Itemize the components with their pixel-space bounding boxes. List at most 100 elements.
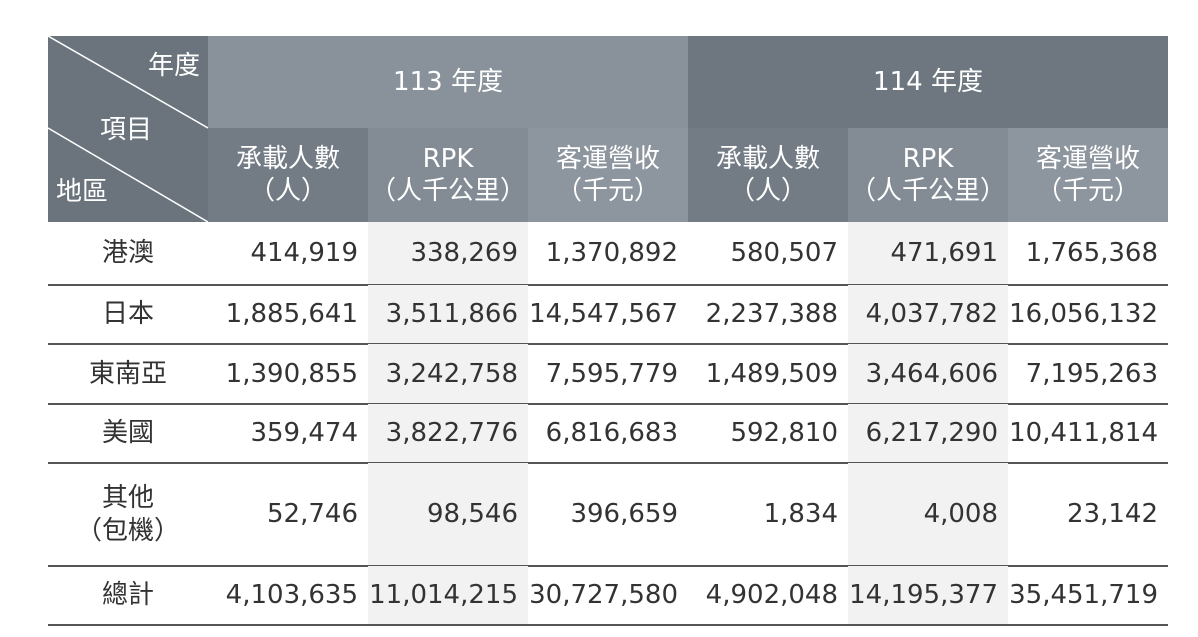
value-text: 1,370,892	[545, 238, 678, 269]
value-text: 6,217,290	[865, 418, 998, 449]
corner-diagonals	[48, 36, 208, 222]
row-divider	[48, 343, 1168, 345]
metric-name: 客運營收	[555, 143, 660, 174]
metric-header: 客運營收 （千元）	[1008, 128, 1168, 222]
value-text: 3,242,758	[385, 358, 518, 389]
year-header: 114 年度	[688, 36, 1168, 128]
value-text: 338,269	[410, 238, 518, 269]
region-cell: 美國	[48, 404, 208, 463]
region-label: 日本	[101, 299, 154, 330]
value-text: 30,727,580	[529, 580, 678, 611]
value-text: 11,014,215	[369, 580, 518, 611]
region-cell: 東南亞	[48, 344, 208, 404]
value-cell: 338,269	[368, 222, 528, 285]
metric-header: 客運營收 （千元）	[528, 128, 688, 222]
value-cell: 2,237,388	[688, 285, 848, 344]
value-text: 1,765,368	[1025, 238, 1158, 269]
metric-name: RPK	[422, 143, 474, 174]
value-text: 580,507	[730, 238, 838, 269]
value-text: 4,902,048	[705, 580, 838, 611]
region-label: 港澳	[101, 238, 154, 269]
value-cell: 359,474	[208, 404, 368, 463]
metric-name: RPK	[902, 143, 954, 174]
value-cell: 6,217,290	[848, 404, 1008, 463]
corner-bottom-label: 地區	[56, 177, 109, 207]
year-header: 113 年度	[208, 36, 688, 128]
value-text: 35,451,719	[1009, 580, 1158, 611]
value-text: 2,237,388	[705, 299, 838, 330]
region-label: （包機）	[75, 515, 180, 546]
row-divider	[48, 284, 1168, 286]
value-text: 1,834	[763, 499, 838, 530]
region-label: 東南亞	[88, 358, 167, 389]
value-text: 4,103,635	[225, 580, 358, 611]
value-cell: 471,691	[848, 222, 1008, 285]
value-text: 6,816,683	[545, 418, 678, 449]
metric-header: RPK （人千公里）	[848, 128, 1008, 222]
value-cell: 4,902,048	[688, 566, 848, 625]
value-cell: 7,195,263	[1008, 344, 1168, 404]
corner-middle-label: 項目	[100, 115, 153, 145]
value-cell: 14,547,567	[528, 285, 688, 344]
value-text: 3,511,866	[385, 299, 518, 330]
value-cell: 1,390,855	[208, 344, 368, 404]
value-text: 3,464,606	[865, 358, 998, 389]
value-text: 7,195,263	[1025, 358, 1158, 389]
value-text: 4,008	[923, 499, 998, 530]
value-cell: 4,008	[848, 463, 1008, 566]
value-text: 52,746	[267, 499, 358, 530]
row-divider	[48, 565, 1168, 567]
value-cell: 10,411,814	[1008, 404, 1168, 463]
region-label: 其他	[101, 483, 154, 513]
value-cell: 16,056,132	[1008, 285, 1168, 344]
value-cell: 592,810	[688, 404, 848, 463]
value-text: 471,691	[890, 238, 998, 269]
value-cell: 4,103,635	[208, 566, 368, 625]
value-cell: 52,746	[208, 463, 368, 566]
metric-header: RPK （人千公里）	[368, 128, 528, 222]
metric-unit: （人）	[728, 176, 807, 206]
value-text: 3,822,776	[385, 418, 518, 449]
value-cell: 1,765,368	[1008, 222, 1168, 285]
row-divider	[48, 403, 1168, 405]
value-cell: 11,014,215	[368, 566, 528, 625]
value-cell: 414,919	[208, 222, 368, 285]
metric-unit: （千元）	[555, 176, 660, 206]
metric-name: 客運營收	[1035, 143, 1140, 174]
metric-unit: （人）	[248, 176, 327, 206]
value-text: 1,390,855	[225, 358, 358, 389]
value-cell: 6,816,683	[528, 404, 688, 463]
value-cell: 98,546	[368, 463, 528, 566]
region-cell: 日本	[48, 285, 208, 344]
year-label: 113 年度	[393, 66, 503, 97]
value-cell: 396,659	[528, 463, 688, 566]
metric-unit: （人千公里）	[849, 176, 1006, 206]
value-cell: 1,489,509	[688, 344, 848, 404]
value-cell: 3,464,606	[848, 344, 1008, 404]
row-divider	[48, 624, 1168, 626]
value-cell: 1,834	[688, 463, 848, 566]
value-cell: 14,195,377	[848, 566, 1008, 625]
metric-name: 承載人數	[235, 143, 340, 174]
region-label: 總計	[101, 580, 154, 611]
region-cell: 總計	[48, 566, 208, 625]
value-text: 10,411,814	[1009, 418, 1158, 449]
value-text: 23,142	[1067, 499, 1158, 530]
value-text: 592,810	[730, 418, 838, 449]
value-cell: 35,451,719	[1008, 566, 1168, 625]
row-divider	[48, 462, 1168, 464]
value-cell: 1,370,892	[528, 222, 688, 285]
value-text: 14,195,377	[849, 580, 998, 611]
corner-top-label: 年度	[147, 51, 200, 81]
value-cell: 7,595,779	[528, 344, 688, 404]
metric-unit: （千元）	[1035, 176, 1140, 206]
metric-unit: （人千公里）	[369, 176, 526, 206]
value-text: 4,037,782	[865, 299, 998, 330]
value-text: 16,056,132	[1009, 299, 1158, 330]
value-text: 396,659	[570, 499, 678, 530]
metric-header: 承載人數 （人）	[208, 128, 368, 222]
value-cell: 23,142	[1008, 463, 1168, 566]
region-label: 美國	[101, 418, 154, 449]
value-text: 7,595,779	[545, 358, 678, 389]
